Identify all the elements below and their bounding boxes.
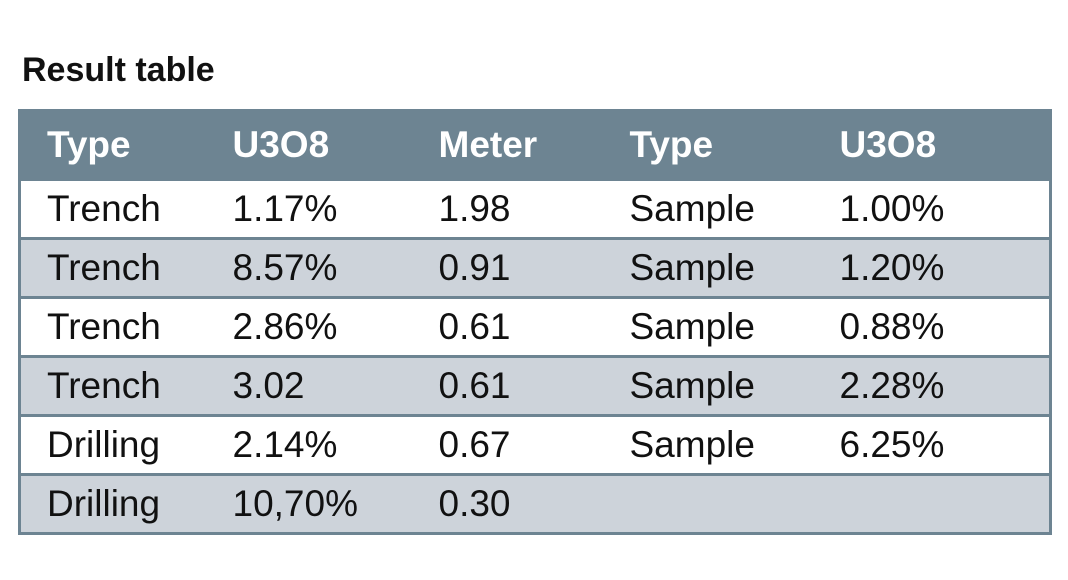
table-cell: 1.20% — [839, 237, 1051, 298]
table-cell: Sample — [629, 178, 840, 239]
header-cell: Type — [629, 110, 840, 180]
table-cell: Sample — [629, 414, 840, 475]
table-title: Result table — [22, 51, 215, 89]
table-cell: 2.14% — [232, 414, 439, 475]
table-cell: 3.02 — [232, 355, 439, 416]
table-cell: Sample — [629, 296, 840, 357]
table-row: Trench 3.02 0.61 Sample 2.28% — [19, 355, 1051, 416]
header-cell: U3O8 — [232, 110, 439, 180]
table-cell: 1.00% — [839, 178, 1051, 239]
table-cell: 0.61 — [438, 296, 630, 357]
result-table: Type U3O8 Meter Type U3O8 Trench 1.17% 1.98 Sam… — [18, 109, 1052, 535]
empty-cell — [839, 473, 1051, 534]
table-row: Trench 8.57% 0.91 Sample 1.20% — [19, 237, 1051, 298]
table-cell: 10,70% — [232, 473, 439, 534]
table-cell: 1.17% — [232, 178, 439, 239]
table-cell: Trench — [19, 237, 233, 298]
header-cell: Meter — [438, 110, 630, 180]
table-row: Drilling 10,70% 0.30 — [19, 473, 1051, 534]
table-cell: Trench — [19, 296, 233, 357]
table-cell: Trench — [19, 178, 233, 239]
table-cell: 1.98 — [438, 178, 630, 239]
header-row: Type U3O8 Meter Type U3O8 — [19, 110, 1051, 180]
table-cell: 0.30 — [438, 473, 630, 534]
header-cell: U3O8 — [839, 110, 1051, 180]
table-cell: 2.28% — [839, 355, 1051, 416]
table-cell: 0.61 — [438, 355, 630, 416]
table-cell: 6.25% — [839, 414, 1051, 475]
table-row: Trench 1.17% 1.98 Sample 1.00% — [19, 178, 1051, 239]
table-cell: 8.57% — [232, 237, 439, 298]
table-cell: Sample — [629, 355, 840, 416]
table-cell: 0.88% — [839, 296, 1051, 357]
table-row: Drilling 2.14% 0.67 Sample 6.25% — [19, 414, 1051, 475]
table-cell: Drilling — [19, 473, 233, 534]
table-cell: 0.91 — [438, 237, 630, 298]
table-cell: Drilling — [19, 414, 233, 475]
table-cell: 0.67 — [438, 414, 630, 475]
table-cell: 2.86% — [232, 296, 439, 357]
header-cell: Type — [19, 110, 233, 180]
empty-cell — [629, 473, 840, 534]
table-cell: Trench — [19, 355, 233, 416]
table-row: Trench 2.86% 0.61 Sample 0.88% — [19, 296, 1051, 357]
table-cell: Sample — [629, 237, 840, 298]
